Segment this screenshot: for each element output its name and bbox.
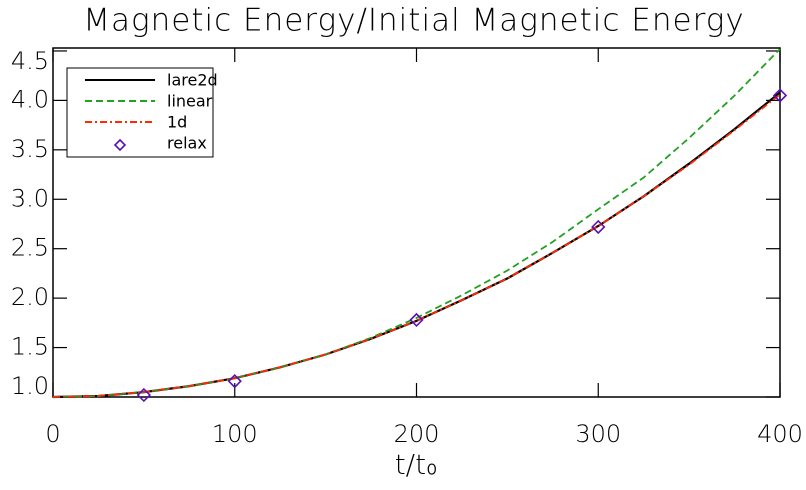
- marker: [227, 374, 242, 389]
- marker: [772, 88, 788, 103]
- y-tick-label: 2.0: [11, 283, 49, 311]
- x-axis-label: t/t₀: [395, 448, 438, 481]
- x-tick-label: 400: [757, 420, 803, 448]
- marker: [136, 387, 152, 403]
- legend-label: lare2d: [167, 71, 218, 90]
- marker: [409, 312, 424, 328]
- x-tick-label: 100: [212, 420, 258, 448]
- y-tick-label: 3.0: [11, 184, 49, 212]
- series-line: [52, 93, 781, 398]
- legend-label: 1d: [167, 113, 187, 132]
- y-tick-label: 4.0: [11, 85, 49, 113]
- legend-label: relax: [167, 134, 207, 153]
- x-tick-label: 300: [575, 420, 621, 448]
- chart-title: Magnetic Energy/Initial Magnetic Energy: [83, 3, 744, 39]
- legend-marker: [113, 138, 127, 152]
- legend-box: [66, 67, 214, 158]
- legend-label: linear: [167, 92, 213, 111]
- marker: [591, 219, 606, 235]
- y-tick-label: 4.5: [11, 47, 49, 75]
- y-tick-label: 2.5: [11, 234, 49, 262]
- x-tick-label: 200: [394, 420, 440, 448]
- x-tick-label: 0: [45, 420, 60, 448]
- y-tick-label: 1.0: [11, 372, 49, 400]
- y-tick-label: 3.5: [11, 135, 49, 163]
- y-tick-label: 1.5: [11, 333, 49, 361]
